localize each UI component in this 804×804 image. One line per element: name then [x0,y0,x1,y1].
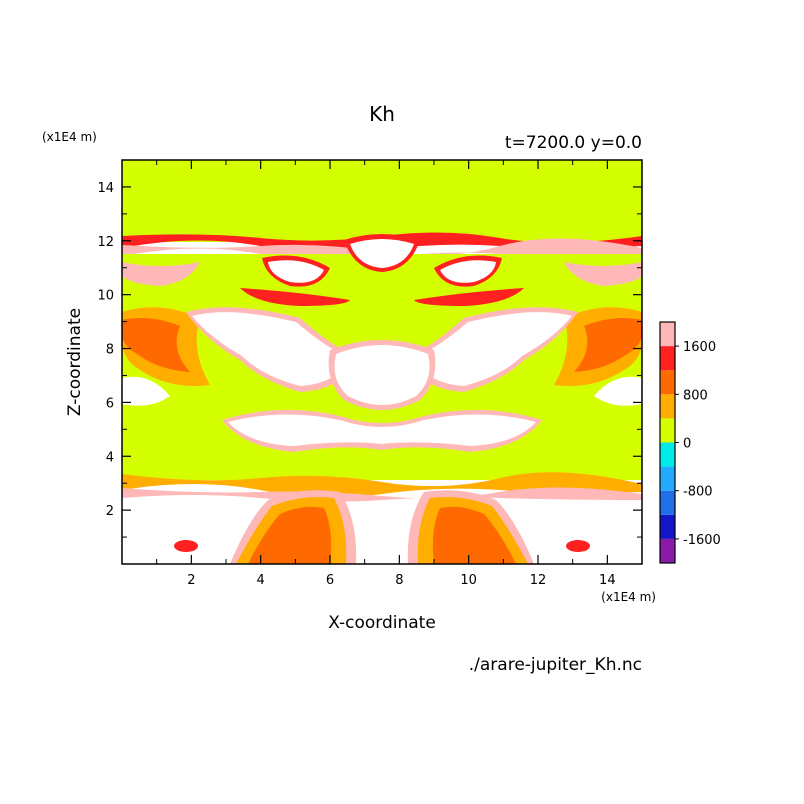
x-axis-unit: (x1E4 m) [601,590,656,604]
x-tick-label: 6 [326,573,334,588]
lower-band-edge-orange [122,472,642,498]
y-tick-label: 14 [97,181,114,196]
colorbar-level [660,370,675,395]
x-tick-label: 8 [395,573,403,588]
x-tick-label: 14 [599,573,616,588]
plot-frame [121,159,643,565]
bottom-plumes [174,490,590,564]
lower-band-edge-pink [122,487,642,502]
colorbar-level [660,490,675,515]
right-red-streak [574,318,642,372]
colorbar-level [660,346,675,371]
colorbar-level [660,418,675,443]
y-axis-label: Z-coordinate [65,308,85,416]
x-tick-label: 2 [187,573,195,588]
left-red-streak [122,318,190,372]
colorbar-tick-label: 0 [683,437,691,452]
y-tick-label: 12 [97,235,114,250]
chart-title: Kh [369,102,395,126]
x-tick-label: 10 [460,573,477,588]
colorbar-tick-label: -1600 [683,533,721,548]
colorbar-level [660,466,675,491]
colorbar-tick-label: 1600 [683,340,716,355]
y-tick-label: 6 [106,396,114,411]
y-axis-unit: (x1E4 m) [42,130,97,144]
colorbar-level [660,514,675,539]
upper-layer-edge-pink [122,238,642,262]
y-tick-label: 2 [106,504,114,519]
colorbar-tick-label: 800 [683,388,708,403]
colorbar-level [660,538,675,563]
source-file-label: ./arare-jupiter_Kh.nc [469,655,642,675]
y-tick-label: 4 [106,450,114,465]
colorbar-level [660,394,675,419]
upper-lime-layer [122,160,642,242]
x-axis-label: X-coordinate [328,613,436,633]
middle-white-blobs [122,234,642,452]
plot-area [122,160,642,564]
colorbar-level [660,322,675,347]
y-tick-label: 8 [106,343,114,358]
colorbar: 1600 800 0 -800 -1600 [659,321,721,564]
chart-subtitle: t=7200.0 y=0.0 [505,133,642,153]
y-tick-label: 10 [97,289,114,304]
x-tick-label: 12 [530,573,547,588]
colorbar-level [660,442,675,467]
colorbar-tick-label: -800 [683,485,713,500]
x-tick-label: 4 [257,573,265,588]
axis-ticks: 2 4 6 8 10 12 14 2 4 6 8 10 12 14 [97,160,642,588]
